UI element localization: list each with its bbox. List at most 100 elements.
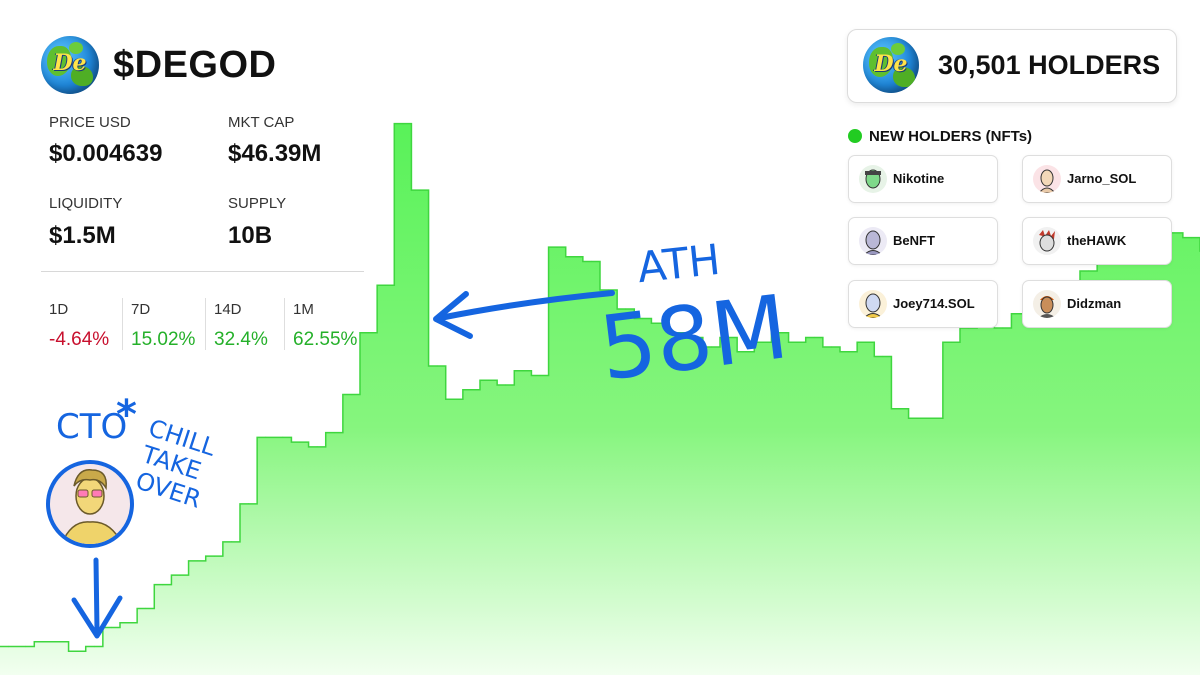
period-separator (122, 298, 123, 350)
holder-card[interactable]: theHAWK (1022, 217, 1172, 265)
holder-name: Nikotine (893, 171, 945, 186)
coin-monogram: De (874, 51, 908, 77)
ath-label: ATH (635, 235, 722, 292)
price-point (402, 122, 404, 125)
price-point (110, 626, 113, 629)
price-point (247, 503, 250, 505)
price-point (127, 622, 130, 624)
price-point (453, 398, 455, 400)
price-point (745, 351, 747, 353)
holder-name: Didzman (1067, 296, 1122, 311)
globe-coin-icon: De (863, 37, 919, 93)
period-value-1m: 62.55% (293, 329, 358, 350)
holder-avatar-icon (859, 165, 887, 193)
holder-card[interactable]: Nikotine (848, 155, 998, 203)
period-label-1d: 1D (49, 301, 69, 318)
cto-label: CTO (56, 407, 127, 447)
price-point (505, 384, 507, 386)
price-point (727, 336, 730, 339)
ath-value: 58M (594, 275, 793, 400)
holder-avatar-icon (1033, 290, 1061, 318)
price-point (642, 317, 644, 320)
holder-name: Jarno_SOL (1067, 171, 1137, 186)
price-point (299, 441, 301, 443)
price-point (213, 555, 215, 557)
price-point (59, 641, 61, 643)
stat-label-supply: SUPPLY (228, 195, 287, 212)
price-point (865, 341, 867, 343)
price-point (316, 446, 318, 448)
price-point (693, 336, 695, 339)
cto-arrowhead (71, 595, 123, 639)
ath-arrow (437, 290, 615, 321)
price-point (710, 346, 713, 348)
price-point (470, 389, 473, 391)
holder-avatar-icon (1033, 165, 1061, 193)
stat-label-price: PRICE USD (49, 114, 131, 131)
price-point (847, 351, 850, 353)
stat-label-liquidity: LIQUIDITY (49, 195, 123, 212)
price-point (419, 189, 421, 191)
new-holders-title: NEW HOLDERS (NFTs) (869, 128, 1033, 145)
price-point (76, 650, 78, 652)
price-point (779, 332, 781, 334)
status-dot-icon (848, 129, 862, 143)
price-point (230, 541, 233, 543)
price-point (659, 322, 661, 324)
price-point (933, 417, 935, 419)
price-point (179, 574, 181, 576)
price-point (42, 641, 44, 643)
holder-card[interactable]: Didzman (1022, 280, 1172, 328)
price-point (556, 246, 558, 248)
price-point (830, 346, 833, 348)
coin-monogram: De (53, 50, 87, 76)
period-label-14d: 14D (214, 301, 242, 318)
holders-count: 30,501 HOLDERS (938, 50, 1161, 80)
price-point (282, 436, 284, 438)
price-point (487, 379, 490, 381)
holder-name: Joey714.SOL (893, 296, 975, 311)
ath-arrowhead (433, 291, 473, 339)
price-point (350, 393, 353, 396)
period-label-7d: 7D (131, 301, 151, 318)
price-point (145, 607, 147, 610)
price-point (333, 431, 335, 434)
price-point (590, 260, 593, 263)
price-point (762, 341, 764, 343)
holder-name: BeNFT (893, 233, 935, 248)
ath-annotation: ATH 58M (433, 235, 793, 400)
period-separator (284, 298, 285, 350)
price-point (367, 332, 370, 334)
token-symbol: $DEGOD (113, 44, 277, 86)
holder-card[interactable]: Joey714.SOL (848, 280, 998, 328)
price-point (625, 308, 627, 310)
price-point (607, 289, 610, 291)
price-point (882, 355, 884, 358)
price-point (162, 584, 164, 586)
stat-value-mktcap: $46.39M (228, 140, 322, 167)
holder-avatar-icon (1033, 227, 1061, 255)
holder-avatar-icon (859, 290, 887, 318)
price-point (1019, 313, 1021, 315)
stat-value-liquidity: $1.5M (49, 222, 116, 249)
holder-card[interactable]: Jarno_SOL (1022, 155, 1172, 203)
price-point (573, 256, 575, 258)
price-point (436, 365, 438, 367)
holder-card[interactable]: BeNFT (848, 217, 998, 265)
price-point (93, 645, 95, 648)
stat-label-mktcap: MKT CAP (228, 114, 295, 131)
price-point (539, 374, 541, 377)
stat-value-supply: 10B (228, 222, 273, 249)
price-point (196, 560, 198, 562)
price-point (813, 336, 815, 339)
period-label-1m: 1M (293, 301, 314, 318)
period-value-1d: -4.64% (49, 329, 110, 350)
holder-avatar-icon (859, 227, 887, 255)
price-point (676, 332, 678, 334)
price-point (1087, 270, 1090, 272)
price-point (1173, 232, 1175, 234)
price-point (25, 645, 27, 648)
price-point (899, 408, 901, 410)
period-value-7d: 15.02% (131, 329, 196, 350)
